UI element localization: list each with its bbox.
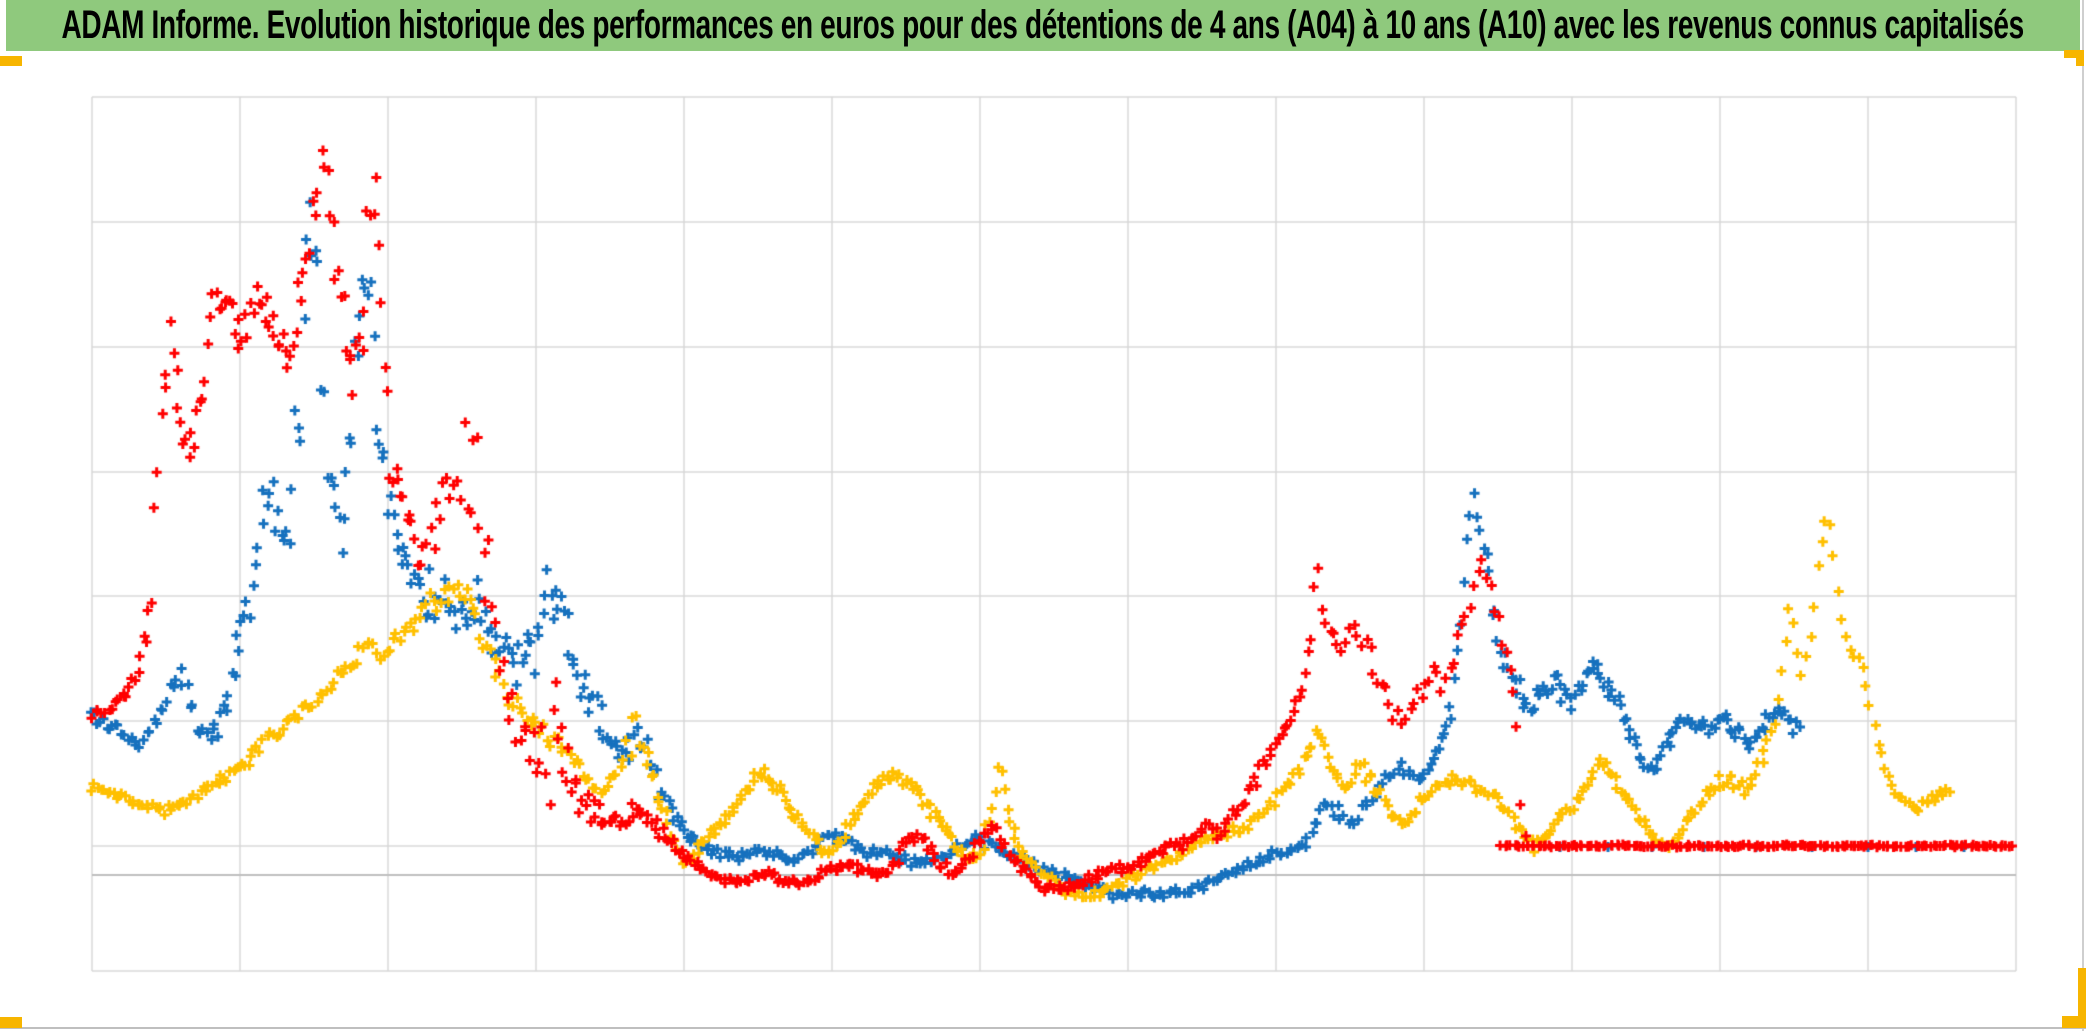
selection-handle-bottom-right[interactable] (2062, 968, 2086, 1028)
chart-title-bar: ADAM Informe. Evolution historique des p… (6, 0, 2080, 51)
selection-handle-top-right[interactable] (2064, 50, 2084, 66)
selection-handle-top-left[interactable] (0, 56, 22, 66)
chart-title: ADAM Informe. Evolution historique des p… (61, 3, 2025, 47)
selection-handle-bottom-left[interactable] (0, 1017, 22, 1028)
page-bottom-edge (0, 1027, 2086, 1029)
page-right-edge (2082, 0, 2084, 1031)
